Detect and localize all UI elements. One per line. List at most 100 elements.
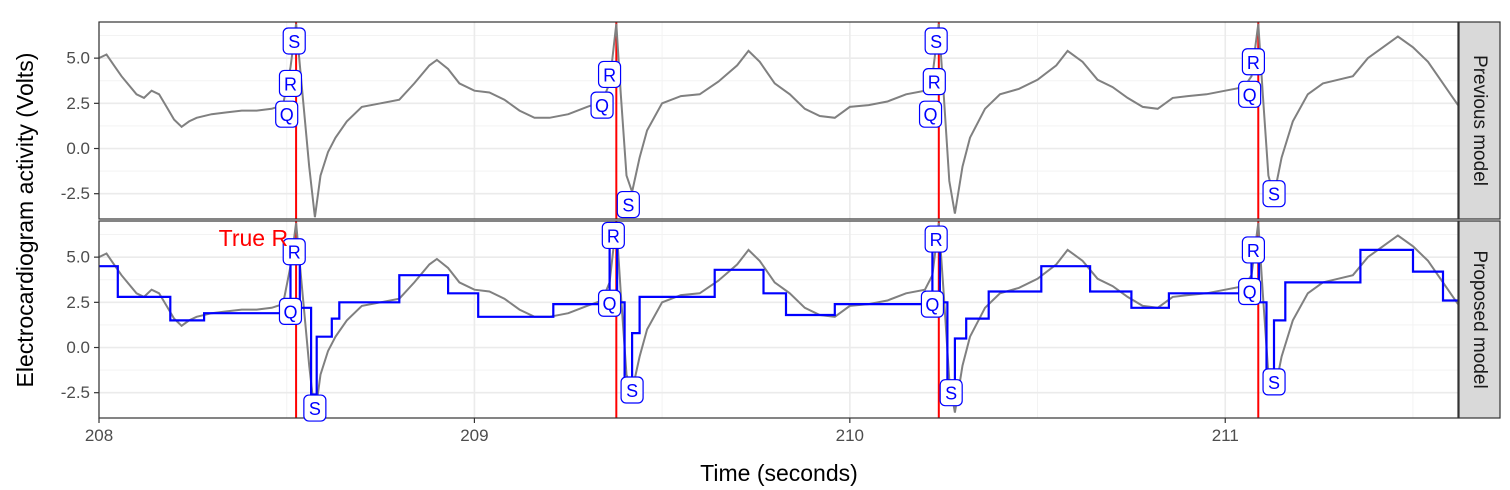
y-axis-title: Electrocardiogram activity (Volts)	[12, 53, 38, 388]
peak-label-box	[601, 221, 625, 250]
peak-label-text: R	[288, 243, 301, 263]
peak-label-text: Q	[283, 302, 297, 322]
facet-strip-label: Proposed model	[1469, 250, 1490, 388]
peak-label-q: Q	[918, 100, 943, 128]
peak-label-s: S	[303, 394, 327, 422]
peak-label-box	[1238, 277, 1262, 306]
peak-label-box	[616, 190, 640, 219]
peak-label-text: R	[930, 230, 943, 250]
facet-strip	[1458, 220, 1501, 419]
peak-label-s: S	[1262, 180, 1286, 208]
peak-label-text: Q	[1243, 282, 1257, 302]
peak-label-text: R	[1247, 53, 1260, 73]
peak-label-box	[922, 68, 946, 96]
peak-label-r: R	[1241, 236, 1265, 264]
peak-label-box	[303, 394, 327, 422]
peak-label-text: S	[309, 399, 321, 419]
facet-strip-label: Previous model	[1469, 55, 1490, 186]
peak-label-box	[939, 379, 963, 407]
peak-label-box	[1241, 236, 1265, 264]
peak-label-box	[597, 60, 622, 89]
peak-label-box	[278, 69, 303, 98]
peak-label-s: S	[282, 27, 306, 55]
x-tick-label: 211	[1212, 426, 1239, 445]
peak-label-r: R	[601, 221, 625, 250]
peak-label-box	[620, 376, 644, 404]
peak-label-r: R	[924, 225, 948, 253]
peak-label-r: R	[922, 68, 946, 96]
peak-label-r: R	[597, 60, 622, 89]
y-tick-label: -2.5	[61, 184, 90, 203]
peak-label-text: S	[288, 32, 300, 52]
peak-label-q: Q	[920, 290, 945, 318]
peak-label-box	[590, 91, 614, 119]
peak-label-box	[275, 100, 299, 128]
y-tick-label: 0.0	[66, 139, 90, 158]
peak-label-box	[924, 27, 948, 55]
peak-label-box	[920, 290, 945, 318]
peak-label-q: Q	[1238, 277, 1262, 306]
peak-label-text: Q	[280, 105, 294, 125]
y-tick-label: 0.0	[66, 338, 90, 357]
peak-label-text: S	[1268, 185, 1280, 205]
panels-group: Previous model-2.50.02.55.0SRQRQSSRQRQSP…	[61, 21, 1501, 445]
x-tick-label: 208	[85, 426, 113, 445]
peak-label-box	[1238, 80, 1262, 108]
peak-label-text: Q	[924, 105, 938, 125]
peak-label-s: S	[924, 27, 948, 55]
y-tick-label: 5.0	[66, 49, 90, 68]
panel-border	[98, 21, 1459, 220]
peak-label-s: S	[620, 376, 644, 404]
panel-2: Proposed model -2.5 0.0 2.5 5.0 R Q S R Q S R Q S R Q S T…	[61, 220, 1501, 422]
x-axis-title: Time (seconds)	[700, 460, 858, 486]
peak-label-box	[924, 225, 948, 253]
x-tick-label: 210	[836, 426, 864, 445]
peak-label-box	[1262, 180, 1286, 208]
peak-label-s: S	[616, 190, 640, 219]
y-tick-label: -2.5	[61, 383, 90, 402]
peak-label-box	[918, 100, 943, 128]
peak-label-text: Q	[603, 294, 617, 314]
peak-label-text: R	[1247, 241, 1260, 261]
peak-label-text: R	[607, 226, 620, 246]
peak-label-q: Q	[590, 91, 614, 119]
peak-label-text: R	[603, 65, 616, 85]
peak-label-box	[282, 238, 306, 266]
peak-label-q: Q	[597, 289, 622, 317]
peak-label-text: S	[930, 32, 942, 52]
peak-label-r: R	[282, 238, 306, 266]
peak-label-q: Q	[278, 297, 303, 325]
peak-label-text: S	[945, 384, 957, 404]
y-tick-label: 2.5	[66, 94, 90, 113]
peak-label-box	[278, 297, 303, 325]
peak-label-box	[1241, 48, 1265, 76]
peak-label-text: R	[284, 74, 297, 94]
peak-label-box	[282, 27, 306, 55]
panel-background	[99, 221, 1458, 418]
peak-label-s: S	[1262, 368, 1286, 396]
facet-strip	[1458, 21, 1501, 220]
peak-label-text: S	[1268, 373, 1280, 393]
peak-label-q: Q	[1238, 80, 1262, 108]
true-r-label: True R	[219, 225, 288, 251]
peak-label-q: Q	[275, 100, 299, 128]
peak-label-r: R	[1241, 48, 1265, 76]
panel-border	[98, 220, 1459, 419]
peak-label-box	[597, 289, 622, 317]
peak-label-text: Q	[595, 96, 609, 116]
panel-background	[99, 22, 1458, 219]
peak-label-text: Q	[925, 295, 939, 315]
peak-label-r: R	[278, 69, 303, 98]
peak-label-text: Q	[1243, 85, 1257, 105]
peak-label-text: R	[928, 73, 941, 93]
x-tick-label: 209	[460, 426, 488, 445]
peak-label-text: S	[622, 196, 634, 216]
peak-label-s: S	[939, 379, 963, 407]
peak-label-text: S	[626, 381, 638, 401]
y-tick-label: 5.0	[66, 248, 90, 267]
y-tick-label: 2.5	[66, 293, 90, 312]
peak-label-box	[1262, 368, 1286, 396]
